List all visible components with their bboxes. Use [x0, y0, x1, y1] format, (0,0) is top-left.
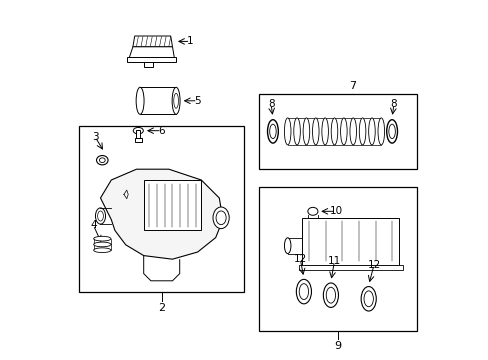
Ellipse shape [284, 118, 290, 145]
Ellipse shape [269, 124, 276, 139]
Polygon shape [133, 36, 172, 47]
Ellipse shape [386, 120, 397, 143]
Text: 1: 1 [187, 36, 193, 46]
Ellipse shape [267, 120, 278, 143]
Ellipse shape [330, 118, 337, 145]
Text: 8: 8 [390, 99, 396, 109]
Bar [298, 265, 402, 270]
Ellipse shape [312, 118, 318, 145]
Ellipse shape [361, 287, 375, 311]
Ellipse shape [96, 156, 108, 165]
Polygon shape [129, 47, 174, 58]
Ellipse shape [95, 208, 105, 224]
Ellipse shape [213, 207, 229, 229]
Ellipse shape [172, 87, 180, 114]
Ellipse shape [363, 291, 373, 307]
Text: 12: 12 [366, 260, 380, 270]
Ellipse shape [98, 211, 103, 221]
Ellipse shape [321, 118, 328, 145]
Bar [143, 180, 201, 230]
Text: 9: 9 [334, 341, 341, 351]
Ellipse shape [94, 242, 111, 247]
Ellipse shape [94, 248, 111, 253]
Ellipse shape [359, 118, 365, 145]
Polygon shape [101, 169, 223, 259]
Ellipse shape [323, 283, 338, 307]
Ellipse shape [340, 118, 346, 145]
Bar [135, 138, 141, 142]
Ellipse shape [136, 87, 144, 114]
Ellipse shape [299, 284, 308, 300]
Bar [127, 57, 176, 62]
Ellipse shape [216, 211, 225, 225]
Text: 4: 4 [90, 220, 97, 230]
Text: 6: 6 [158, 126, 164, 136]
Ellipse shape [388, 124, 394, 139]
Ellipse shape [303, 118, 309, 145]
Ellipse shape [296, 279, 311, 304]
Ellipse shape [377, 118, 384, 145]
Ellipse shape [173, 93, 178, 108]
Text: 5: 5 [194, 96, 201, 106]
Ellipse shape [293, 118, 300, 145]
Ellipse shape [307, 207, 317, 215]
Ellipse shape [284, 238, 290, 253]
Text: 10: 10 [329, 206, 342, 216]
Text: 8: 8 [267, 99, 274, 109]
Ellipse shape [368, 118, 374, 145]
Text: 2: 2 [158, 303, 165, 313]
Ellipse shape [349, 118, 356, 145]
Bar [258, 187, 416, 331]
Ellipse shape [94, 236, 111, 241]
Text: 3: 3 [92, 132, 98, 142]
Bar [143, 62, 152, 67]
Text: 12: 12 [293, 254, 306, 264]
Bar [258, 94, 416, 169]
Text: 11: 11 [327, 256, 341, 266]
Bar [79, 126, 244, 292]
Ellipse shape [133, 127, 143, 134]
Bar [136, 130, 140, 139]
Bar [140, 87, 176, 114]
Bar [302, 218, 399, 265]
Ellipse shape [325, 287, 335, 303]
Text: 7: 7 [348, 81, 355, 91]
Ellipse shape [99, 158, 105, 163]
